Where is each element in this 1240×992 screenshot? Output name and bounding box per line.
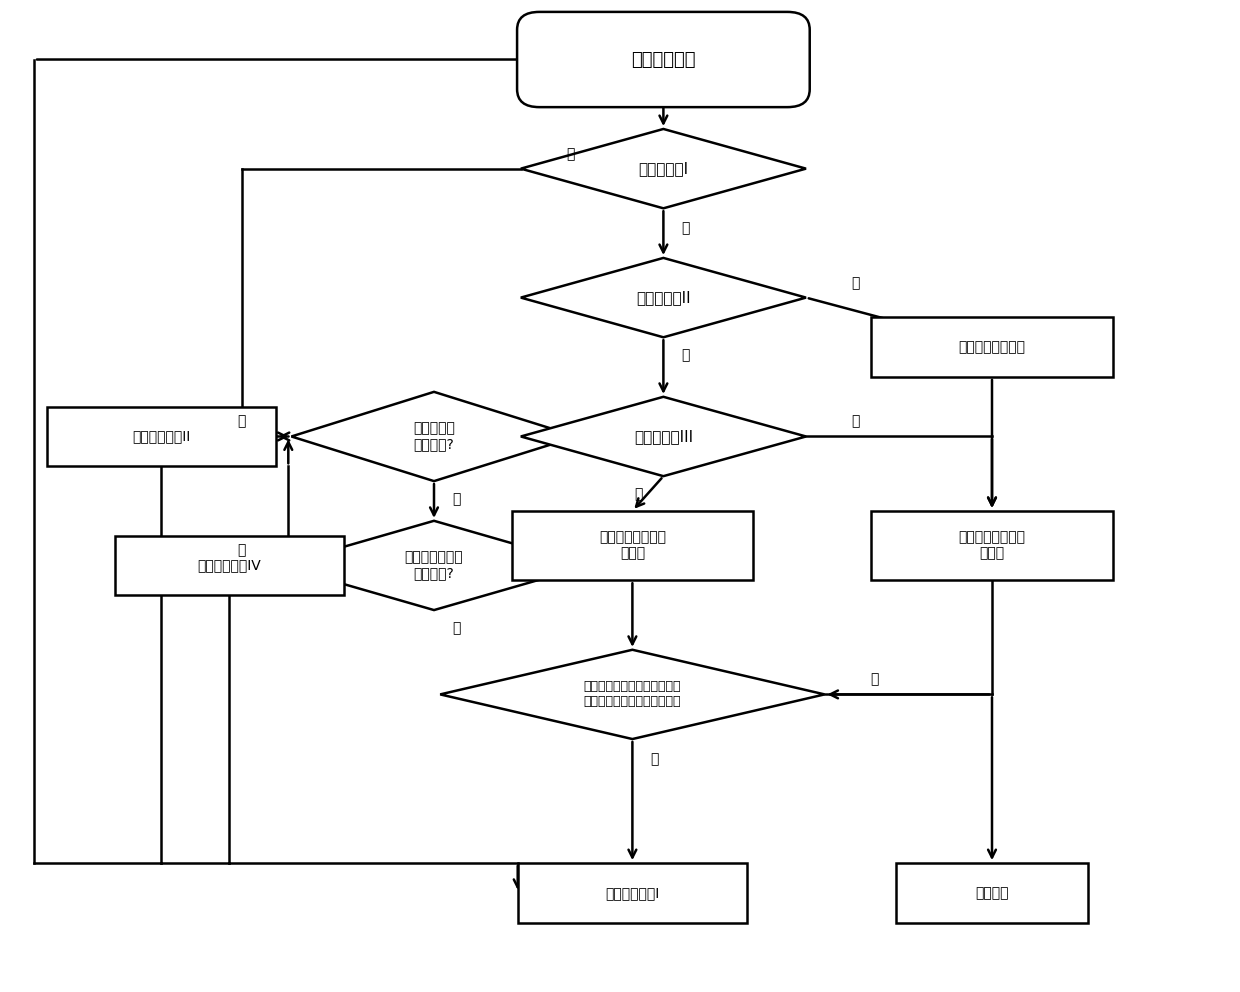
Polygon shape [521,397,806,476]
Text: 否: 否 [453,492,460,506]
Text: 是: 是 [852,276,859,290]
Text: 是: 是 [238,415,246,429]
Polygon shape [440,650,825,739]
Bar [47,407,277,466]
Text: 否: 否 [682,221,689,235]
Text: 否: 否 [635,487,642,501]
Bar [870,317,1112,377]
Bar [114,536,343,595]
Text: 等待场景评价函数
值稳定: 等待场景评价函数 值稳定 [959,531,1025,560]
Text: 记场景状态为IV: 记场景状态为IV [197,558,262,572]
Bar [517,863,746,923]
Text: 否: 否 [682,348,689,362]
Bar [870,511,1112,580]
Text: 当前场景评价函数值相当于上
一次对焦结束时变化超过阈值: 当前场景评价函数值相当于上 一次对焦结束时变化超过阈值 [584,681,681,708]
Text: 是: 是 [870,673,878,686]
Text: 等待场景评价函数
值稳定: 等待场景评价函数 值稳定 [599,531,666,560]
Text: 否: 否 [651,752,658,766]
Bar [511,511,753,580]
Text: 等待场景亮度稳定: 等待场景亮度稳定 [959,340,1025,354]
Bar [895,863,1089,923]
Text: 进入对焦监控: 进入对焦监控 [631,51,696,68]
Text: 是: 是 [238,544,246,558]
Polygon shape [279,521,589,610]
Text: 记场景状态为I: 记场景状态为I [605,886,660,900]
Text: 是: 是 [852,415,859,429]
FancyBboxPatch shape [517,12,810,107]
Polygon shape [521,258,806,337]
Text: 场景状态为III: 场景状态为III [634,429,693,444]
Text: 评价函数值变化
超过阈值?: 评价函数值变化 超过阈值? [404,551,464,580]
Text: 重启对焦: 重启对焦 [975,886,1009,900]
Text: 否: 否 [453,621,460,635]
Text: 场景状态为I: 场景状态为I [639,161,688,177]
Text: 是: 是 [567,147,574,161]
Text: 场景状态为II: 场景状态为II [636,290,691,306]
Text: 记场景状态为II: 记场景状态为II [133,430,190,443]
Polygon shape [291,392,577,481]
Text: 亮度值变化
超过阈值?: 亮度值变化 超过阈值? [413,422,455,451]
Polygon shape [521,129,806,208]
